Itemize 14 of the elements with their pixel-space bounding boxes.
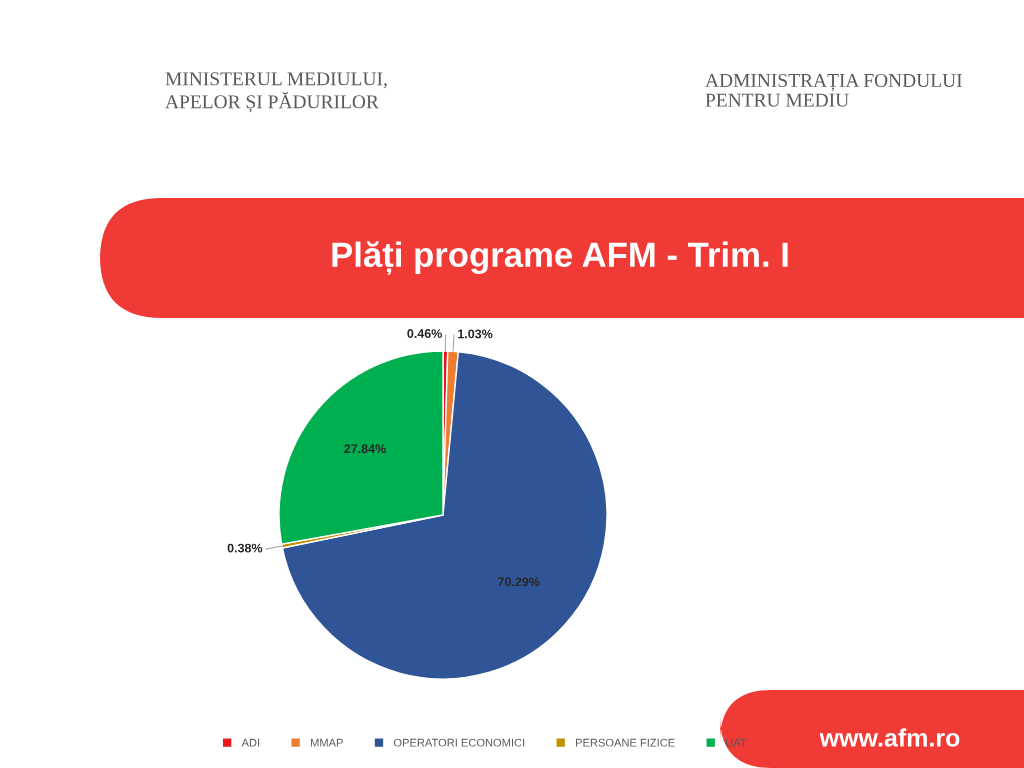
text: ADMINISTRAȚIA FONDULUI PENTRU MEDIU [705,73,962,107]
legend-label: MMAP [311,738,343,747]
text: MINISTERUL MEDIULUI, APELOR ȘI PĂDURILOR [165,72,387,113]
text: www.afm.ro [819,728,960,747]
chart-title: Plăți programe AFM - Trim. I [332,241,788,275]
data-label: 0.46% [407,329,442,338]
legend-label: OPERATORI ECONOMICI [393,738,525,747]
legend-label: ADI [241,738,260,747]
data-label: 27.84% [344,444,386,454]
data-label: 0.38% [227,543,263,553]
data-label: 70.29% [498,577,540,587]
data-label: 1.03% [458,329,493,339]
legend-label: UAT [726,738,747,747]
legend-label: PERSOANE FIZICE [576,738,675,747]
